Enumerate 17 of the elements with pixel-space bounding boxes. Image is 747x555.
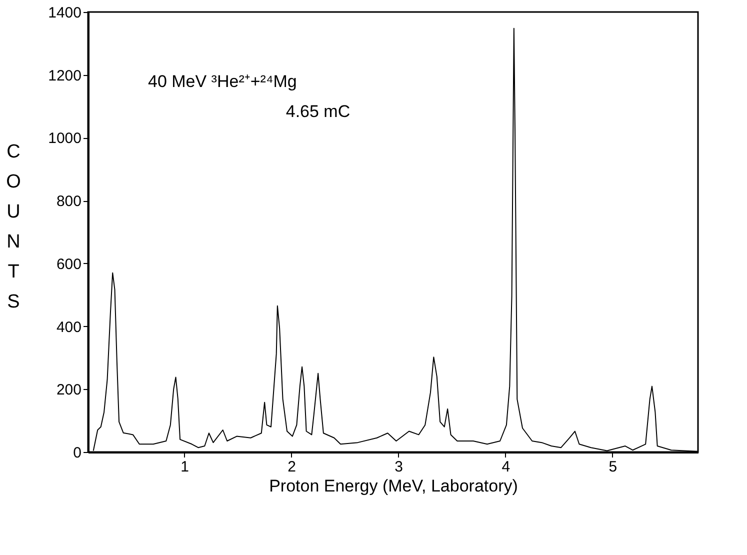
y-tick-label: 800 bbox=[56, 193, 82, 210]
x-axis-title: Proton Energy (MeV, Laboratory) bbox=[269, 476, 518, 496]
annotation: 4.65 mC bbox=[286, 102, 350, 121]
annotation: 40 MeV ³He²⁺+²⁴Mg bbox=[148, 72, 297, 91]
y-tick-label: 1400 bbox=[48, 4, 82, 22]
x-tick-label: 1 bbox=[180, 458, 189, 476]
y-tick-label: 600 bbox=[56, 256, 82, 273]
y-axis-title: COUNTS bbox=[6, 142, 21, 312]
x-tick-label: 3 bbox=[394, 458, 404, 476]
x-tick-label: 2 bbox=[288, 458, 296, 476]
y-tick-label: 200 bbox=[56, 382, 82, 399]
x-tick-label: 5 bbox=[608, 458, 618, 476]
y-tick-label: 1200 bbox=[48, 67, 82, 84]
y-tick-label: 1000 bbox=[48, 130, 82, 148]
y-tick-label: 0 bbox=[73, 444, 82, 462]
y-tick-label: 400 bbox=[56, 318, 82, 336]
x-tick-label: 4 bbox=[502, 458, 510, 476]
